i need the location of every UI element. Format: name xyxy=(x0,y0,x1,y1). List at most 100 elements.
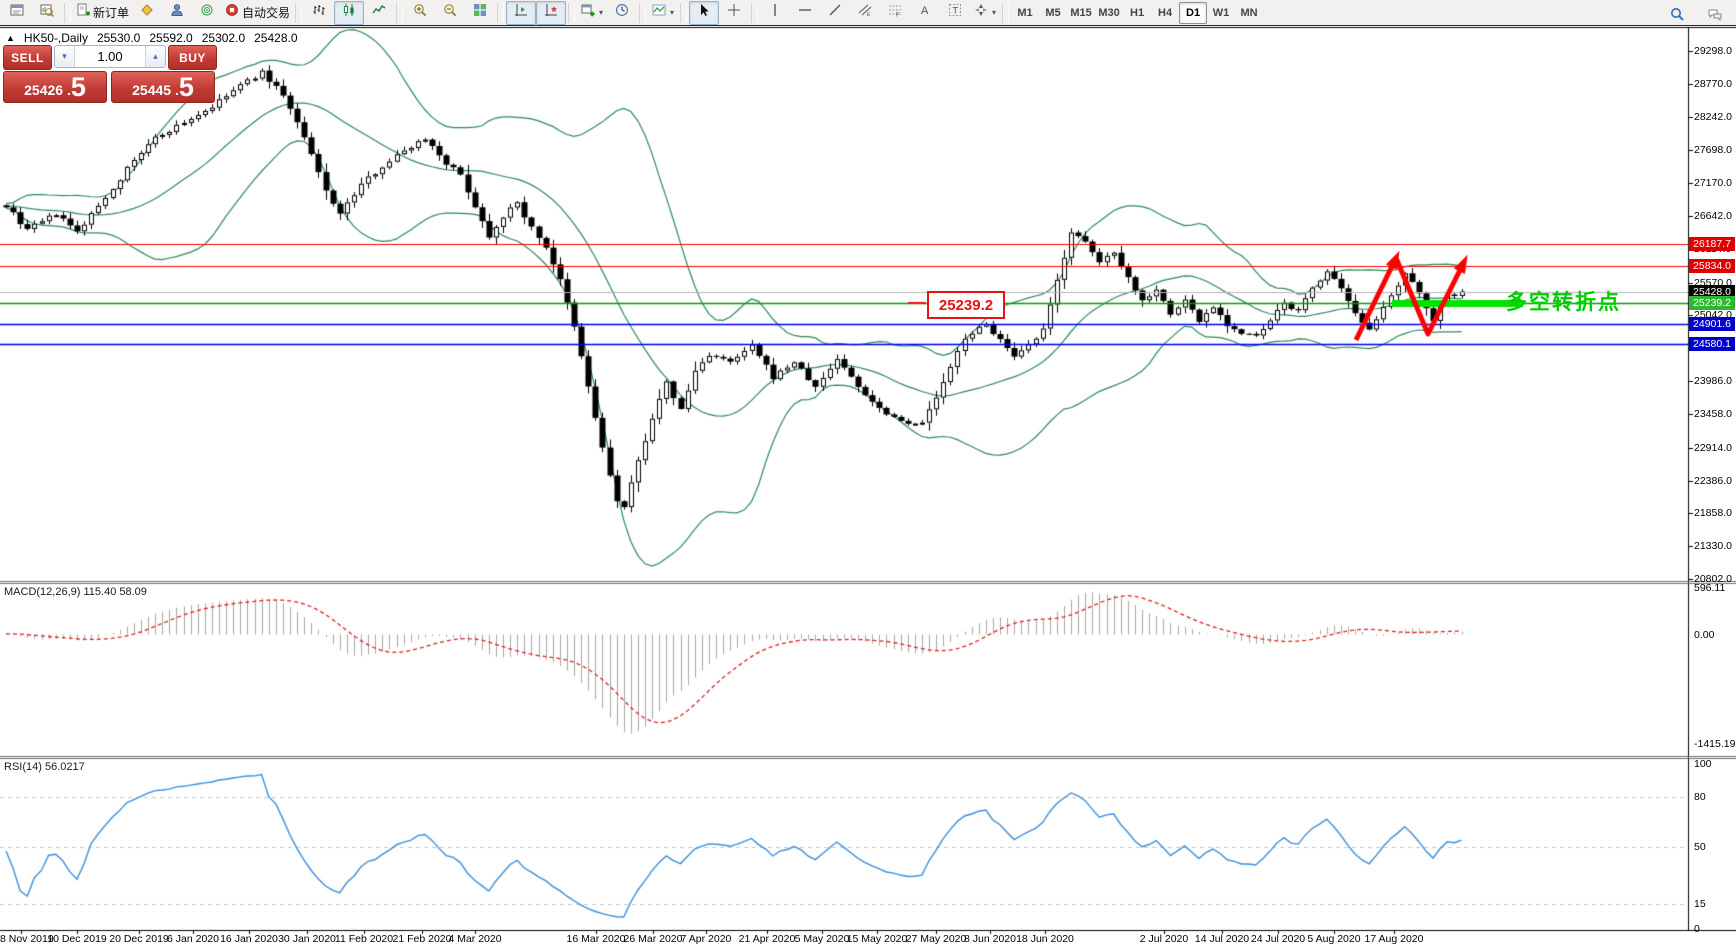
time-axis-label: 10 Dec 2019 xyxy=(47,933,107,945)
timeframe-button-m30[interactable]: M30 xyxy=(1098,6,1120,19)
chevron-down-icon: ▾ xyxy=(599,8,604,17)
sell-price-tile[interactable]: 25426 .5 xyxy=(3,71,107,103)
terminal-button[interactable] xyxy=(2,1,32,25)
new-order-button-label: 新订单 xyxy=(93,6,130,20)
window-plus-icon xyxy=(581,3,595,22)
toolbar-separator xyxy=(396,2,404,23)
search-button[interactable] xyxy=(1662,2,1692,26)
candlestick-button[interactable] xyxy=(334,0,365,25)
time-axis-label: 4 Mar 2020 xyxy=(448,933,502,945)
one-click-collapse-icon[interactable]: ▲ xyxy=(6,33,15,43)
candles-icon xyxy=(342,3,356,22)
fibonacci-button[interactable]: F xyxy=(880,1,910,25)
timeframe-button-d1[interactable]: D1 xyxy=(1179,1,1208,24)
price-level-text-object[interactable]: 25239.2 xyxy=(927,291,1005,319)
chat-button[interactable] xyxy=(1700,2,1730,26)
strategy-tester-button[interactable] xyxy=(32,1,62,25)
time-axis-label: 8 Jun 2020 xyxy=(964,933,1016,945)
indicator-icon xyxy=(652,3,666,22)
alerts-button[interactable] xyxy=(192,1,222,25)
time-axis-label: 2 Jul 2020 xyxy=(1139,933,1189,945)
buy-button[interactable]: BUY xyxy=(168,45,217,70)
tiles-icon xyxy=(473,3,487,22)
rsi-indicator-label: RSI(14) 56.0217 xyxy=(4,761,85,773)
time-axis-label: 18 Jun 2020 xyxy=(1016,933,1074,945)
volume-input[interactable] xyxy=(75,46,145,67)
terminal-icon xyxy=(10,3,24,22)
price-level-badge: 26187.7 xyxy=(1689,237,1735,252)
zoom-out-button[interactable] xyxy=(435,1,465,25)
rsi-axis-label: 15 xyxy=(1694,898,1706,911)
textA-icon: A xyxy=(918,3,932,22)
timeframe-button-w1[interactable]: W1 xyxy=(1212,6,1230,19)
price-level-badge: 24580.1 xyxy=(1689,337,1735,352)
text-button[interactable]: A xyxy=(910,1,940,25)
time-axis-label: 6 Jan 2020 xyxy=(167,933,219,945)
volume-decrease-button[interactable]: ▾ xyxy=(55,46,75,67)
timeframe-button-h1[interactable]: H1 xyxy=(1130,6,1145,19)
time-axis-label: 16 Mar 2020 xyxy=(566,933,626,945)
time-axis-label: 26 Mar 2020 xyxy=(623,933,683,945)
zoom-in-button[interactable] xyxy=(405,1,435,25)
time-axis-label: 16 Jan 2020 xyxy=(220,933,278,945)
macd-indicator-label: MACD(12,26,9) 115.40 58.09 xyxy=(4,586,147,598)
horizontal-line-button[interactable] xyxy=(790,1,820,25)
autoscroll-icon xyxy=(544,3,558,22)
trendline-button[interactable] xyxy=(820,1,850,25)
navigator-button[interactable] xyxy=(162,1,192,25)
line-chart-button[interactable] xyxy=(364,1,394,25)
timeframe-button-m15[interactable]: M15 xyxy=(1070,6,1092,19)
svg-text:A: A xyxy=(921,5,929,17)
buy-price-tile[interactable]: 25445 .5 xyxy=(111,71,215,103)
price-axis-label: 23458.0 xyxy=(1694,407,1732,420)
buy-price: 25445 . xyxy=(132,82,179,98)
timeframe-button-m1[interactable]: M1 xyxy=(1017,6,1033,19)
bull-bear-turning-point-note[interactable]: 多空转折点 xyxy=(1506,291,1621,314)
tile-windows-button[interactable] xyxy=(465,1,495,25)
person-icon xyxy=(170,3,184,22)
indicators-button[interactable]: ▾ xyxy=(648,1,678,25)
time-axis-label: 8 Nov 2019 xyxy=(0,933,54,945)
new-order-button[interactable]: 新订单 xyxy=(73,1,132,25)
timeframe-button-h4[interactable]: H4 xyxy=(1158,6,1173,19)
shift-icon xyxy=(514,3,528,22)
hline-icon xyxy=(798,3,812,22)
price-axis-label: 27170.0 xyxy=(1694,177,1732,190)
toolbar-separator xyxy=(680,2,688,23)
new-chart-button[interactable]: ▾ xyxy=(577,1,607,25)
autotrading-button[interactable]: 自动交易 xyxy=(222,1,293,25)
channel-button[interactable]: E xyxy=(850,1,880,25)
cursor-button[interactable] xyxy=(689,0,720,25)
timeframe-button-mn[interactable]: MN xyxy=(1240,6,1258,19)
doc-plus-icon xyxy=(76,3,90,22)
rsi-axis-label: 100 xyxy=(1694,758,1712,770)
auto-scroll-button[interactable] xyxy=(536,0,567,25)
timeframe-button-m5[interactable]: M5 xyxy=(1045,6,1061,19)
volume-increase-button[interactable]: ▴ xyxy=(145,46,165,67)
arrows-button[interactable]: ▾ xyxy=(970,1,1000,25)
volume-stepper: ▾ ▴ xyxy=(54,45,166,68)
vertical-line-button[interactable] xyxy=(760,1,790,25)
price-axis-label: 28770.0 xyxy=(1694,77,1732,90)
one-click-trading-panel: SELL ▾ ▴ BUY 25426 .5 25445 .5 xyxy=(3,45,217,103)
time-axis-label: 15 May 2020 xyxy=(846,933,908,945)
svg-text:T: T xyxy=(953,6,959,16)
channel-icon: E xyxy=(858,3,872,22)
auto-red-icon xyxy=(225,3,239,22)
sell-button[interactable]: SELL xyxy=(3,45,52,70)
crosshair-button[interactable] xyxy=(719,1,749,25)
bar-chart-button[interactable] xyxy=(304,1,334,25)
vline-icon xyxy=(768,3,782,22)
toolbar-separator xyxy=(497,2,505,23)
text-label-button[interactable]: T xyxy=(940,1,970,25)
metaeditor-button[interactable] xyxy=(132,1,162,25)
periods-button[interactable] xyxy=(607,1,637,25)
time-axis-label: 5 Aug 2020 xyxy=(1307,933,1361,945)
chart-shift-button[interactable] xyxy=(506,0,537,25)
svg-text:F: F xyxy=(896,13,900,18)
toolbar-separator xyxy=(639,2,647,23)
chart-search-icon xyxy=(40,3,54,22)
time-axis-label: 5 May 2020 xyxy=(794,933,850,945)
radar-icon xyxy=(200,3,214,22)
